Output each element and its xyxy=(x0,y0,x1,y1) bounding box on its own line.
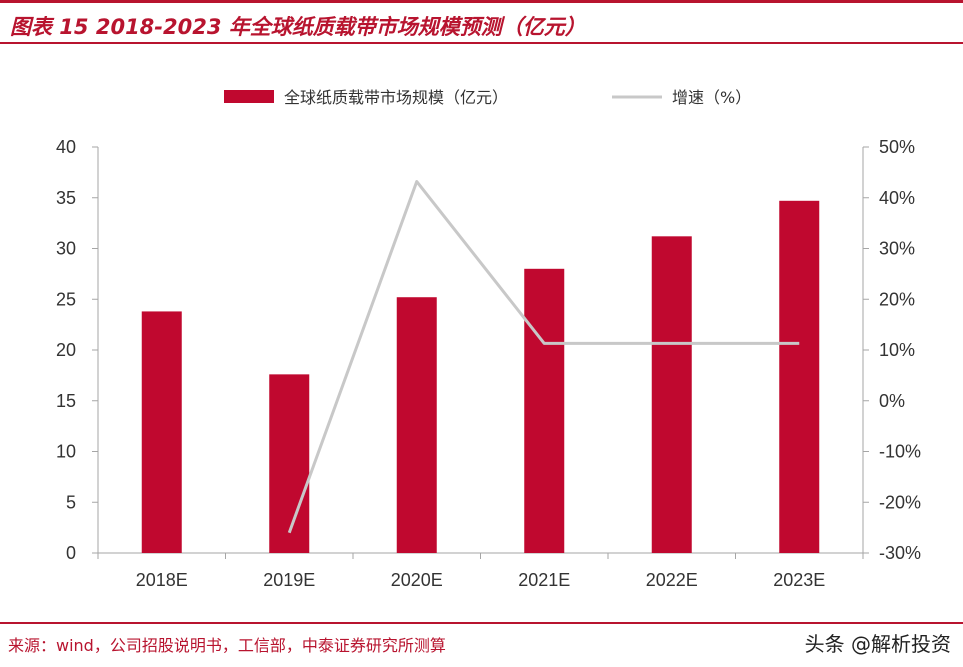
y-left-tick-label: 40 xyxy=(56,137,76,157)
bar xyxy=(524,268,565,553)
source-bar: 来源：wind，公司招股说明书，工信部，中泰证券研究所测算 头条 @解析投资 xyxy=(0,622,963,667)
legend: 全球纸质载带市场规模（亿元） 增速（%） xyxy=(224,88,751,107)
x-tick-label: 2022E xyxy=(646,570,698,590)
source-note: 来源：wind，公司招股说明书，工信部，中泰证券研究所测算 xyxy=(8,636,446,655)
legend-line-label: 增速（%） xyxy=(672,88,751,107)
watermark: 头条 @解析投资 xyxy=(804,632,951,656)
legend-bar-swatch xyxy=(224,90,274,103)
bar xyxy=(396,297,437,553)
line-series xyxy=(287,180,800,534)
y-left-tick-label: 35 xyxy=(56,188,76,208)
x-tick-label: 2023E xyxy=(773,570,825,590)
y-left-tick-label: 15 xyxy=(56,391,76,411)
y-left-tick-label: 5 xyxy=(66,492,76,512)
axes: 0 5 10 15 20 25 30 35 40 -30% -20% -10% 0% 10% 20% 30% 4… xyxy=(56,137,921,590)
y-right-tick-label: 40% xyxy=(879,188,915,208)
chart-title: 图表 15 2018-2023 年全球纸质载带市场规模预测（亿元） xyxy=(10,15,586,39)
y-left-tick-label: 0 xyxy=(66,543,76,563)
y-right-tick-label: -30% xyxy=(879,543,921,563)
y-right-tick-label: 10% xyxy=(879,340,915,360)
bar xyxy=(651,236,692,553)
x-tick-label: 2018E xyxy=(136,570,188,590)
y-left-tick-label: 30 xyxy=(56,239,76,259)
bar xyxy=(269,374,310,553)
bar xyxy=(141,311,182,553)
bar xyxy=(779,200,820,554)
bar-series xyxy=(141,200,820,554)
y-right-tick-label: -10% xyxy=(879,442,921,462)
x-tick-label: 2019E xyxy=(263,570,315,590)
y-right-tick-label: 30% xyxy=(879,239,915,259)
y-right-tick-label: 20% xyxy=(879,289,915,309)
y-right-tick-label: -20% xyxy=(879,492,921,512)
title-bar: 图表 15 2018-2023 年全球纸质载带市场规模预测（亿元） xyxy=(0,0,963,44)
y-right-tick-label: 50% xyxy=(879,137,915,157)
x-tick-label: 2021E xyxy=(518,570,570,590)
y-left-tick-label: 25 xyxy=(56,289,76,309)
y-left-tick-label: 10 xyxy=(56,442,76,462)
y-right-tick-label: 0% xyxy=(879,391,905,411)
x-tick-label: 2020E xyxy=(391,570,443,590)
y-left-tick-label: 20 xyxy=(56,340,76,360)
chart-area: 全球纸质载带市场规模（亿元） 增速（%） 0 5 10 15 20 25 30 35 40 -30%… xyxy=(56,88,921,590)
legend-bar-label: 全球纸质载带市场规模（亿元） xyxy=(284,88,508,107)
